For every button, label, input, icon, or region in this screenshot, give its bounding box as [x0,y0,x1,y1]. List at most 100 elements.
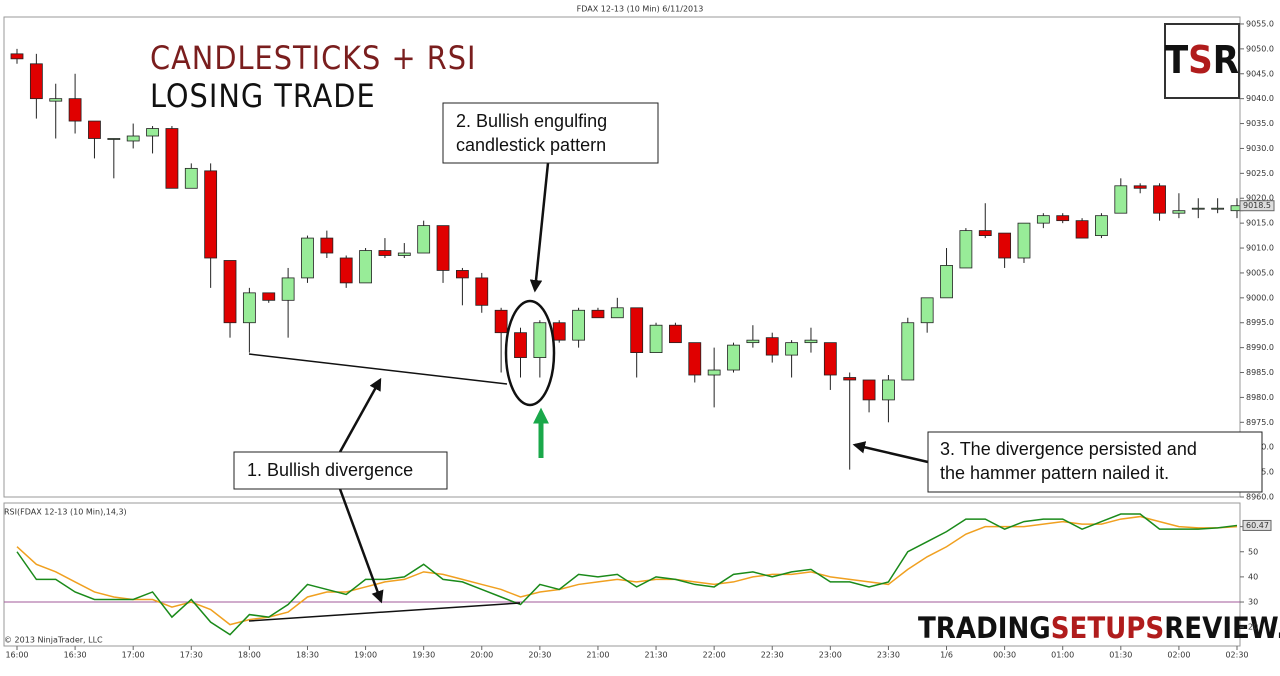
divergence-line [248,353,508,385]
x-tick-label: 02:30 [1225,651,1248,660]
last-price-label: 9018.5 [1243,201,1271,210]
candle-body [455,270,469,279]
candle-body [765,337,779,356]
candle-body [204,170,218,259]
arrow [852,441,929,464]
x-tick-label: 21:00 [586,651,609,660]
candle-body [281,277,295,301]
candle-body [1095,215,1108,236]
candle-body [688,342,702,376]
y-tick-label: 50 [1248,547,1258,556]
candle-body [10,53,24,60]
x-tick-label: 1/6 [940,651,953,660]
candle-body [514,332,527,358]
candle-body [1017,222,1031,259]
x-tick-label: 17:00 [122,651,145,660]
x-tick-label: 20:00 [470,651,493,660]
y-tick-label: 8980.0 [1246,393,1274,402]
y-tick-label: 9055.0 [1246,19,1274,28]
x-tick-label: 16:00 [5,651,28,660]
candle-body [630,307,644,354]
x-tick-label: 18:30 [296,651,319,660]
candle-body [920,297,934,324]
candle-body [262,292,276,301]
candle-body [436,225,450,271]
candle-body [494,309,508,334]
x-tick-label: 16:30 [64,651,87,660]
annotation: 1. Bullish divergence [247,460,413,480]
candle-body [417,225,431,254]
y-tick-label: 40 [1248,572,1258,581]
candle-body [1075,220,1089,239]
candle-body [533,322,547,358]
candle-body [649,324,663,354]
candle-body [1153,185,1166,214]
arrow [529,162,550,293]
logo-box [1164,23,1240,99]
candle-body [339,257,353,284]
y-tick-label: 9030.0 [1246,144,1274,153]
candle-body [320,237,334,254]
candle-body [184,167,198,189]
candle-body [940,265,953,299]
x-tick-label: 02:00 [1167,651,1190,660]
candle-body [88,120,101,139]
y-tick-label: 9000.0 [1246,293,1274,302]
candle-body [1114,185,1128,214]
candle-body [29,63,43,100]
candle-body [126,135,140,142]
candle-body [591,309,605,319]
arrow [338,377,382,453]
candle-body [1191,207,1205,210]
candle-body [107,138,121,140]
candle-body [359,250,372,284]
y-tick-label: 8975.0 [1246,418,1274,427]
candle-body [552,322,566,341]
y-tick-label: 9015.0 [1246,219,1274,228]
last-rsi-tag [1242,519,1272,531]
candle-body [785,342,799,356]
x-tick-label: 21:30 [645,651,668,660]
rsi-label: RSI(FDAX 12-13 (10 Min),14,3) [4,508,127,517]
candle-body [1172,210,1186,214]
y-tick-label: 9035.0 [1246,119,1274,128]
last-rsi-label: 60.47 [1246,521,1269,530]
candle-body [727,344,740,371]
candle-body [998,232,1012,259]
y-tick-label: 8990.0 [1246,343,1274,352]
annotation-box [442,102,659,164]
candle-body [475,277,489,306]
divergence-line [248,602,521,622]
rsi-line [16,513,1238,636]
subheadline: LOSING TRADE [150,77,376,115]
y-tick-label: 9010.0 [1246,244,1274,253]
y-tick-label: 8960.0 [1246,493,1274,502]
x-tick-label: 19:00 [354,651,377,660]
x-tick-label: 23:00 [819,651,842,660]
y-tick-label: 8995.0 [1246,318,1274,327]
annotation: the hammer pattern nailed it. [940,463,1169,483]
x-tick-label: 01:30 [1109,651,1132,660]
y-tick-label: 9005.0 [1246,268,1274,277]
logo: TSR [1165,38,1239,82]
arrow [338,488,384,604]
y-tick-label: 9045.0 [1246,69,1274,78]
candle-body [572,309,585,341]
candle-body [804,339,818,344]
annotation-box [927,431,1263,493]
candle-body [959,230,973,269]
x-tick-label: 20:30 [528,651,551,660]
x-tick-label: 17:30 [180,651,203,660]
candle-body [901,322,915,381]
candle-body [707,369,721,376]
candle-body [669,324,682,344]
candle-body [165,128,179,189]
brand: TRADINGSETUPSREVIEW.COM [918,611,1280,645]
copyright: © 2013 NinjaTrader, LLC [4,636,103,645]
candle-body [68,98,82,122]
headline: CANDLESTICKS + RSI [150,39,477,77]
annotation: 3. The divergence persisted and [940,439,1197,459]
annotation: 2. Bullish engulfing [456,111,607,131]
candle-body [378,250,392,256]
x-tick-label: 22:30 [761,651,784,660]
